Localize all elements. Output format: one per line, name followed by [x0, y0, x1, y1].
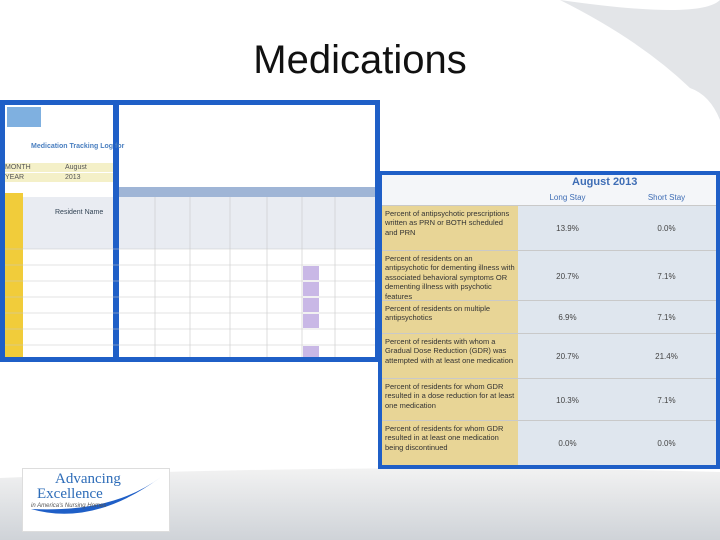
logo-tagline: in America's Nursing Homes: [31, 503, 107, 509]
measures-table: August 2013 Long Stay Short Stay Percent…: [382, 175, 716, 465]
cell-value: 7.1%: [617, 379, 716, 421]
field-value: August: [65, 164, 87, 171]
cell-value: 13.9%: [518, 206, 617, 251]
row-label: Percent of residents for whom GDR result…: [382, 379, 518, 421]
slide-title: Medications: [253, 38, 467, 82]
table-title: August 2013: [572, 176, 638, 188]
swoosh: [560, 0, 720, 120]
log-screenshot: Medication Tracking Log for MONTH August…: [0, 100, 380, 362]
field-value: 2013: [65, 174, 81, 181]
table-row: Percent of residents for whom GDR result…: [382, 420, 716, 465]
cell-value: 6.9%: [518, 301, 617, 334]
row-label: Percent of residents on multiple antipsy…: [382, 301, 518, 334]
logo-line: Excellence: [37, 486, 103, 502]
cell-value: 10.3%: [518, 379, 617, 421]
table-row: Percent of residents on an antipsychotic…: [382, 250, 716, 301]
measures-screenshot: August 2013 Long Stay Short Stay Percent…: [378, 171, 720, 469]
row-label: Percent of residents for whom GDR result…: [382, 421, 518, 465]
row-label: Percent of antipsychotic prescriptions w…: [382, 206, 518, 251]
column-header: Short Stay: [647, 193, 686, 202]
log-title: Medication Tracking Log for: [31, 143, 125, 150]
column-header: Resident Name: [55, 209, 104, 216]
table-row: Percent of residents on multiple antipsy…: [382, 300, 716, 334]
column-header: Long Stay: [549, 193, 586, 202]
logo: Advancing Excellence in America's Nursin…: [22, 468, 170, 532]
logo-swoosh: [31, 477, 161, 514]
log-grid: [5, 105, 375, 357]
footer-band: [0, 468, 720, 540]
cell-value: 0.0%: [617, 206, 716, 251]
row-label: Percent of residents with whom a Gradual…: [382, 334, 518, 379]
cell-value: 0.0%: [617, 421, 716, 465]
cell-value: 0.0%: [518, 421, 617, 465]
cell-value: 20.7%: [518, 251, 617, 301]
header-row: [382, 175, 716, 205]
logo-line: Advancing: [55, 471, 121, 487]
cell-value: 7.1%: [617, 251, 716, 301]
cell-value: 21.4%: [617, 334, 716, 379]
row-label: Percent of residents on an antipsychotic…: [382, 251, 518, 301]
table-body: Percent of antipsychotic prescriptions w…: [382, 175, 716, 465]
field-label: YEAR: [5, 174, 25, 181]
cell-value: 20.7%: [518, 334, 617, 379]
cell-value: 7.1%: [617, 301, 716, 334]
table-row: Percent of residents with whom a Gradual…: [382, 333, 716, 379]
log-sheet: Medication Tracking Log for MONTH August…: [5, 105, 375, 357]
table-row: Percent of residents for whom GDR result…: [382, 378, 716, 421]
field-label: MONTH: [5, 164, 31, 171]
table-row: Percent of antipsychotic prescriptions w…: [382, 205, 716, 251]
